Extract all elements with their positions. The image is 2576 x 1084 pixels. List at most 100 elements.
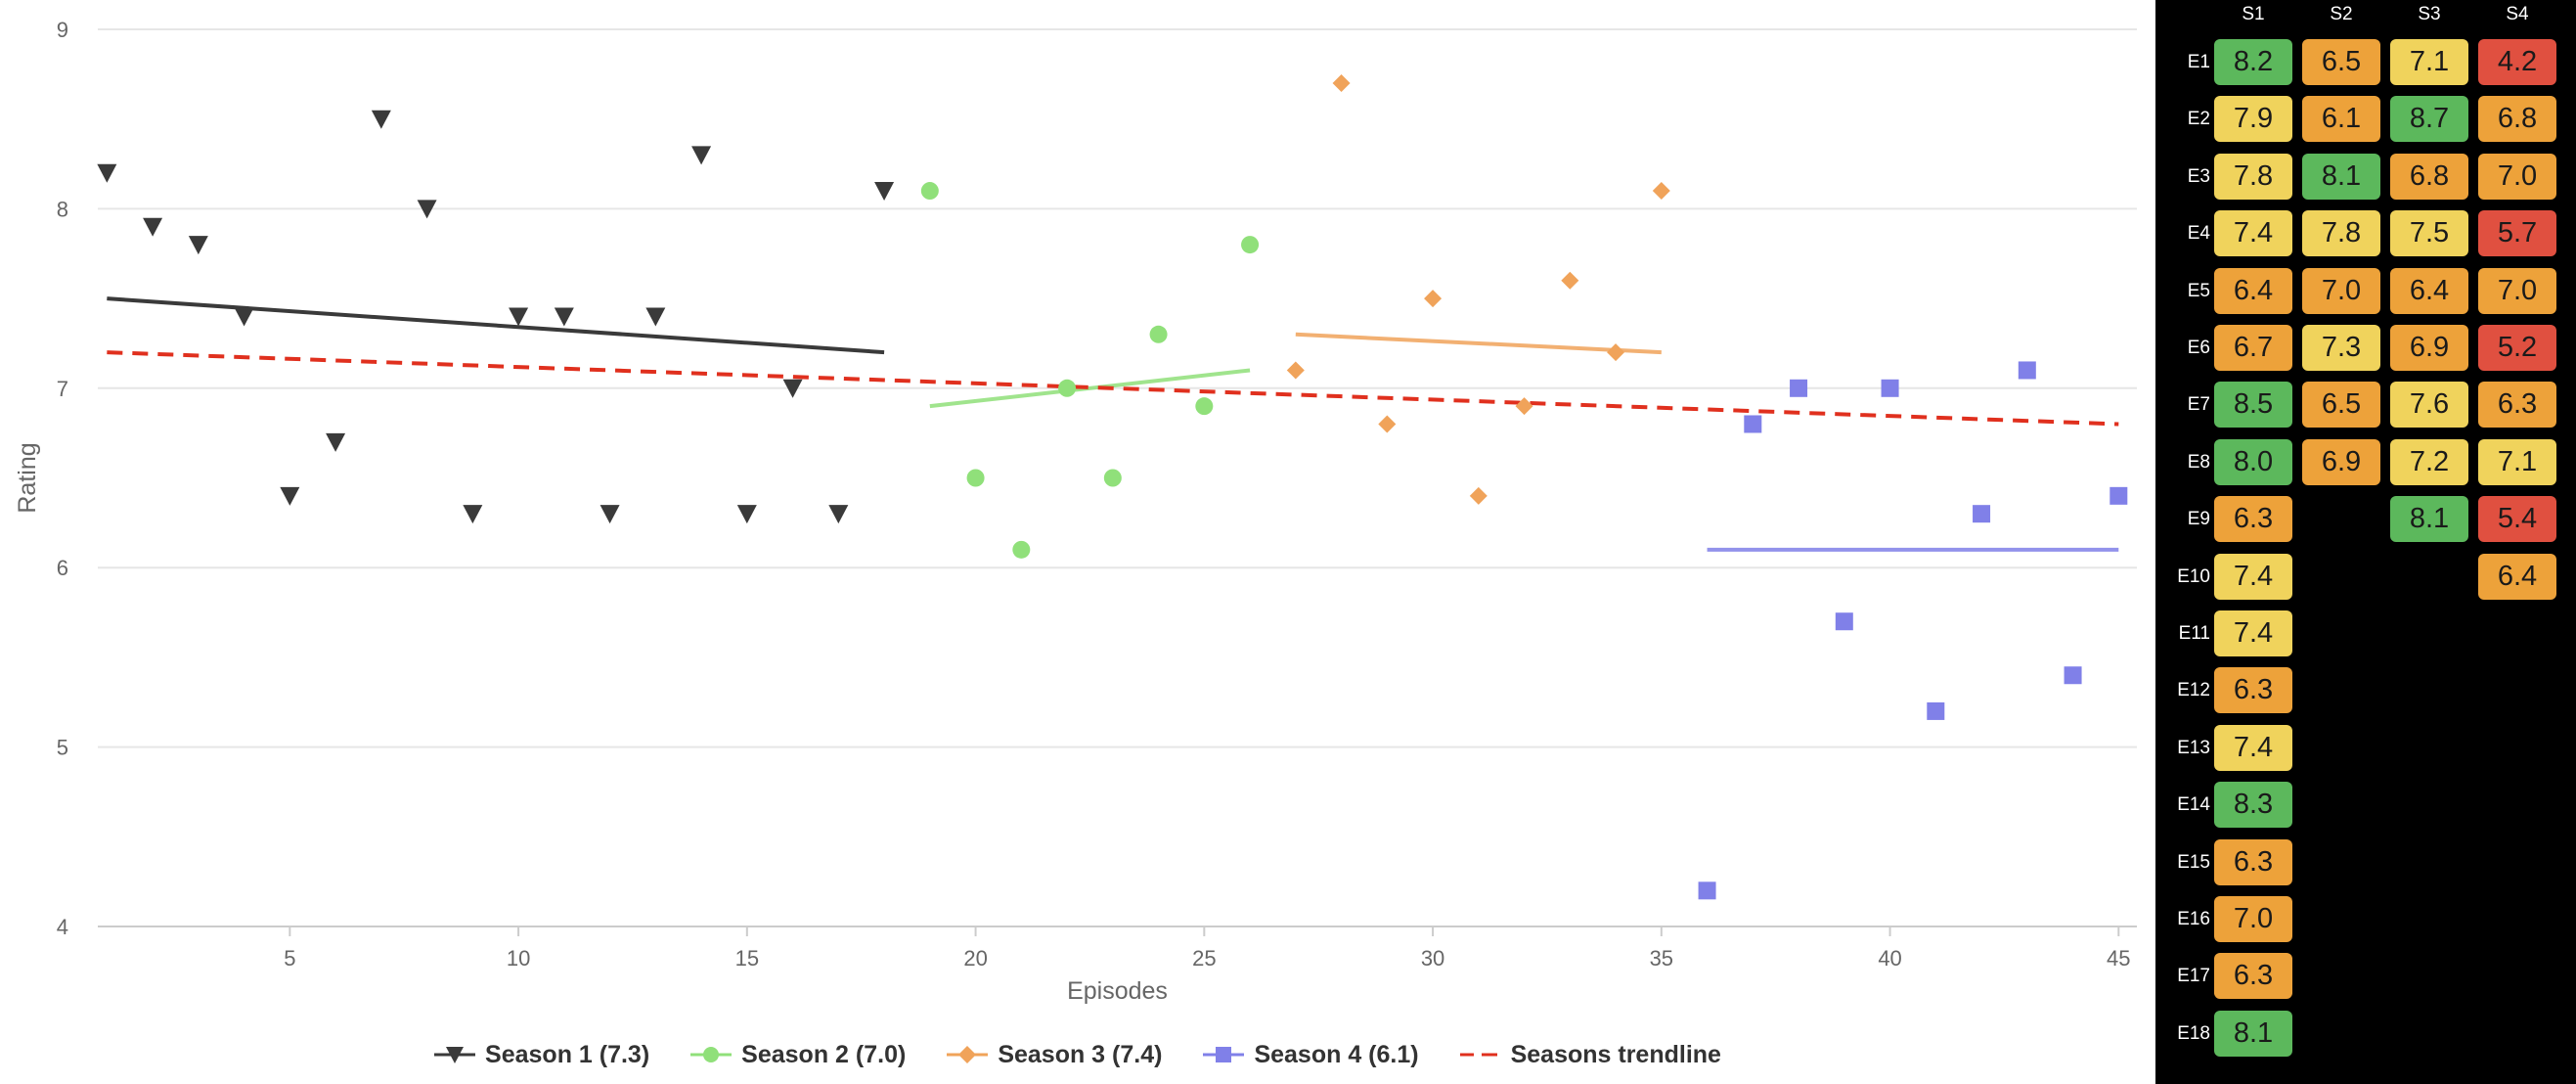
heatmap-cell: 8.1 <box>2390 496 2468 543</box>
season-1-point <box>736 505 757 524</box>
heatmap-cell: 7.0 <box>2478 267 2556 314</box>
legend-label: Season 2 (7.0) <box>741 1040 907 1068</box>
legend-symbol <box>434 1047 476 1063</box>
heatmap-cell: 6.4 <box>2478 553 2556 600</box>
season-4-point <box>1927 701 1945 720</box>
heatmap-cell: 6.3 <box>2214 496 2292 543</box>
season-1-point <box>828 505 849 524</box>
heatmap-row-header: E9 <box>2187 509 2210 530</box>
legend-symbol <box>1203 1047 1245 1062</box>
legend-symbol <box>690 1047 733 1062</box>
heatmap-row-header: E18 <box>2177 1022 2210 1044</box>
season-3-point <box>1332 74 1351 93</box>
y-tick-label: 5 <box>57 736 68 760</box>
season-1-point <box>97 163 117 183</box>
legend-item-4[interactable]: Season 4 (6.1) <box>1203 1041 1419 1069</box>
legend-item-2[interactable]: Season 2 (7.0) <box>690 1041 906 1069</box>
heatmap-row-header: E10 <box>2177 565 2210 587</box>
x-tick-label: 35 <box>1650 946 1673 971</box>
season-1-trendline <box>107 296 885 355</box>
y-tick-label: 6 <box>57 556 68 580</box>
x-tick-label: 5 <box>284 946 295 971</box>
x-tick-label: 45 <box>2107 946 2130 971</box>
x-tick-label: 20 <box>963 946 987 971</box>
season-1-point <box>188 236 208 255</box>
season-1-point <box>417 200 437 219</box>
season-2-point <box>1195 397 1214 416</box>
chart-legend: Season 1 (7.3) Season 2 (7.0) Season 3 (7.… <box>0 1033 2155 1076</box>
y-tick-label: 4 <box>57 915 68 939</box>
heatmap-cell: 7.8 <box>2214 153 2292 200</box>
heatmap-cell: 6.4 <box>2214 267 2292 314</box>
legend-label: Season 3 (7.4) <box>998 1040 1163 1068</box>
season-2-point <box>1058 379 1077 397</box>
heatmap-cell: 6.9 <box>2390 325 2468 371</box>
season-4-point <box>1835 612 1853 631</box>
legend-item-1[interactable]: Season 1 (7.3) <box>434 1041 649 1069</box>
heatmap-column-header: S2 <box>2330 4 2353 24</box>
season-1-point <box>234 307 254 327</box>
season-4-point <box>1790 379 1808 397</box>
heatmap-cell: 8.1 <box>2214 1010 2292 1057</box>
heatmap-cell: 6.7 <box>2214 325 2292 371</box>
heatmap-row-header: E7 <box>2187 394 2210 416</box>
heatmap-row-header: E1 <box>2187 52 2210 72</box>
heatmap-row-header: E15 <box>2177 851 2210 873</box>
heatmap-cell: 6.3 <box>2214 838 2292 885</box>
heatmap-cell: 6.1 <box>2302 96 2380 143</box>
heatmap-cell: 7.5 <box>2390 210 2468 257</box>
season-4-point <box>1881 379 1899 397</box>
heatmap-cell: 5.2 <box>2478 325 2556 371</box>
season-3-point <box>1286 361 1305 380</box>
heatmap-row-header: E6 <box>2187 338 2210 358</box>
seasons-trendline <box>107 350 2119 427</box>
heatmap-cell: 7.2 <box>2390 438 2468 485</box>
season-1-point <box>280 486 300 506</box>
season-1-point <box>143 217 163 237</box>
heatmap-cell: 7.9 <box>2214 96 2292 143</box>
heatmap-column-header: S4 <box>2506 4 2529 24</box>
heatmap-cell: 6.5 <box>2302 39 2380 85</box>
heatmap-row-header: E17 <box>2177 966 2210 987</box>
season-4-point <box>2064 666 2082 685</box>
legend-label: Seasons trendline <box>1510 1040 1721 1068</box>
heatmap-cell: 6.8 <box>2390 153 2468 200</box>
season-2-point <box>920 182 939 201</box>
season-1-point <box>463 505 483 524</box>
x-tick-label: 25 <box>1192 946 1216 971</box>
x-tick-label: 15 <box>735 946 759 971</box>
heatmap-column-header: S1 <box>2242 4 2265 24</box>
season-2-point <box>1103 469 1122 487</box>
season-3-point <box>1515 397 1533 416</box>
season-4-point <box>1744 415 1762 433</box>
season-3-point <box>1607 343 1625 362</box>
season-3-trendline <box>1295 332 1662 355</box>
y-tick-label: 7 <box>57 377 68 401</box>
heatmap-row-header: E12 <box>2177 680 2210 701</box>
y-tick-label: 8 <box>57 197 68 221</box>
heatmap-cell: 6.4 <box>2390 267 2468 314</box>
legend-item-3[interactable]: Season 3 (7.4) <box>947 1041 1162 1069</box>
season-1-point <box>691 146 712 165</box>
x-tick-label: 40 <box>1878 946 1901 971</box>
heatmap-row-header: E5 <box>2187 280 2210 301</box>
season-1-point <box>874 182 895 202</box>
heatmap-cell: 7.4 <box>2214 553 2292 600</box>
season-2-point <box>1149 325 1168 343</box>
heatmap-cell: 8.3 <box>2214 782 2292 829</box>
season-3-point <box>1469 486 1488 505</box>
season-4-point <box>2018 361 2036 380</box>
heatmap-cell: 6.8 <box>2478 96 2556 143</box>
legend-item-5[interactable]: Seasons trendline <box>1459 1040 1721 1069</box>
heatmap-cell: 6.5 <box>2302 382 2380 429</box>
heatmap-cell: 4.2 <box>2478 39 2556 85</box>
season-3-point <box>1378 415 1397 433</box>
heatmap-cell: 6.3 <box>2214 953 2292 1000</box>
heatmap-cell: 7.1 <box>2478 438 2556 485</box>
x-tick-label: 10 <box>507 946 530 971</box>
heatmap-row-header: E8 <box>2187 451 2210 473</box>
heatmap-row-header: E16 <box>2177 909 2210 929</box>
heatmap-cell: 8.0 <box>2214 438 2292 485</box>
episode-rating-heatmap: S1 S2 S3 S4 E1 8.2 6.5 7.1 4.2 E2 7.9 6.1 8.7 6.8 E3 7.… <box>2155 0 2576 1084</box>
season-4-point <box>1973 505 1991 523</box>
